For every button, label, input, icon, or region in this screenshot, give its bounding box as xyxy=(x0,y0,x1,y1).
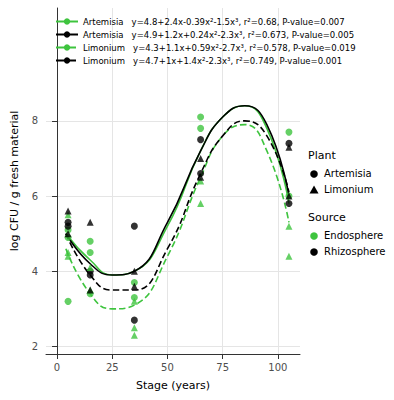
svg-text:Artemisia y=4.8+2.4x-0.39x²-: Artemisia y=4.8+2.4x-0.39x²-1.5x³, r²=0.… xyxy=(83,17,345,27)
svg-text:0: 0 xyxy=(54,362,60,373)
svg-text:4: 4 xyxy=(32,266,38,277)
svg-text:Stage (years): Stage (years) xyxy=(136,379,210,392)
svg-text:Limonium y=4.7+1x+1.4x²-2.3x: Limonium y=4.7+1x+1.4x²-2.3x³, r²=0.749,… xyxy=(83,56,342,66)
svg-text:25: 25 xyxy=(106,362,119,373)
svg-text:Artemisia y=4.9+1.2x+0.24x²-: Artemisia y=4.9+1.2x+0.24x²-2.3x³, r²=0.… xyxy=(83,30,354,40)
svg-text:2: 2 xyxy=(32,341,38,352)
svg-text:75: 75 xyxy=(216,362,229,373)
svg-text:Artemisia: Artemisia xyxy=(324,168,372,179)
svg-text:6: 6 xyxy=(32,191,38,202)
svg-text:log CFU / g fresh material: log CFU / g fresh material xyxy=(8,111,21,252)
svg-text:Endosphere: Endosphere xyxy=(324,230,383,241)
svg-text:Plant: Plant xyxy=(308,149,336,162)
svg-text:8: 8 xyxy=(32,115,38,126)
svg-text:Limonium: Limonium xyxy=(324,184,373,195)
svg-text:50: 50 xyxy=(161,362,174,373)
svg-text:Limonium y=4.3+1.1x+0.59x²-2: Limonium y=4.3+1.1x+0.59x²-2.7x³, r²=0.5… xyxy=(83,43,356,53)
svg-text:Rhizosphere: Rhizosphere xyxy=(324,246,386,257)
svg-text:Source: Source xyxy=(308,211,346,224)
svg-text:100: 100 xyxy=(268,362,287,373)
